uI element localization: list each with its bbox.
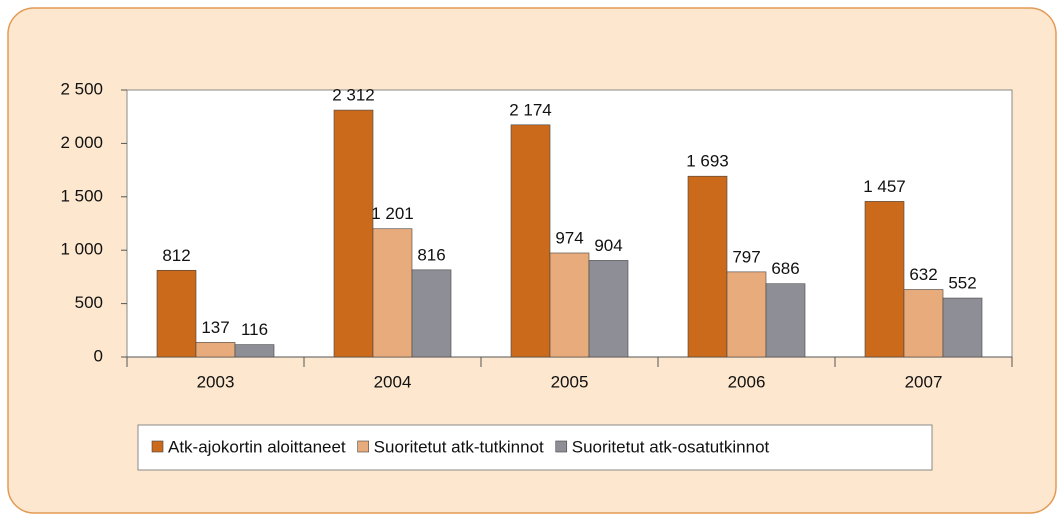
bar — [903, 289, 944, 358]
x-tick-label: 2006 — [728, 372, 766, 391]
bar — [726, 271, 767, 358]
y-tick-label: 2 000 — [60, 133, 103, 152]
data-label: 632 — [909, 265, 937, 284]
legend-label: Suoritetut atk-tutkinnot — [374, 437, 544, 456]
legend-label: Suoritetut atk-osatutkinnot — [572, 437, 770, 456]
y-tick-label: 1 000 — [60, 240, 103, 259]
bar — [372, 228, 413, 358]
bar — [333, 109, 374, 358]
data-label: 116 — [241, 320, 268, 339]
data-label: 974 — [555, 228, 583, 247]
data-label: 816 — [417, 245, 445, 264]
data-label: 1 693 — [686, 152, 729, 171]
bar — [510, 124, 551, 358]
x-tick-label: 2003 — [197, 372, 235, 391]
legend-label: Atk-ajokortin aloittaneet — [168, 437, 346, 456]
data-label: 2 312 — [332, 86, 375, 105]
bar — [864, 201, 905, 358]
y-tick-label: 0 — [94, 346, 103, 365]
data-label: 2 174 — [509, 100, 552, 119]
data-label: 797 — [732, 247, 760, 266]
x-tick-label: 2005 — [551, 372, 589, 391]
data-label: 686 — [771, 259, 799, 278]
data-label: 812 — [162, 246, 190, 265]
y-tick-label: 2 500 — [60, 79, 103, 98]
legend-box — [137, 424, 933, 471]
bar — [687, 175, 728, 358]
y-tick-label: 500 — [75, 293, 103, 312]
legend-swatch — [151, 440, 164, 453]
legend-swatch — [555, 440, 568, 453]
bar — [156, 269, 197, 358]
x-tick-label: 2004 — [374, 372, 412, 391]
data-label: 1 457 — [863, 177, 906, 196]
x-tick-label: 2007 — [905, 372, 943, 391]
data-label: 137 — [201, 318, 229, 337]
bar — [765, 283, 806, 358]
bar — [588, 260, 629, 358]
bar — [549, 252, 590, 358]
y-tick-label: 1 500 — [60, 186, 103, 205]
bar — [234, 344, 275, 358]
bar — [942, 297, 983, 358]
legend-swatch — [357, 440, 369, 453]
bar — [411, 269, 452, 358]
data-label: 904 — [594, 236, 622, 255]
data-label: 1 201 — [371, 204, 414, 223]
bar — [195, 342, 236, 358]
data-label: 552 — [948, 274, 976, 293]
